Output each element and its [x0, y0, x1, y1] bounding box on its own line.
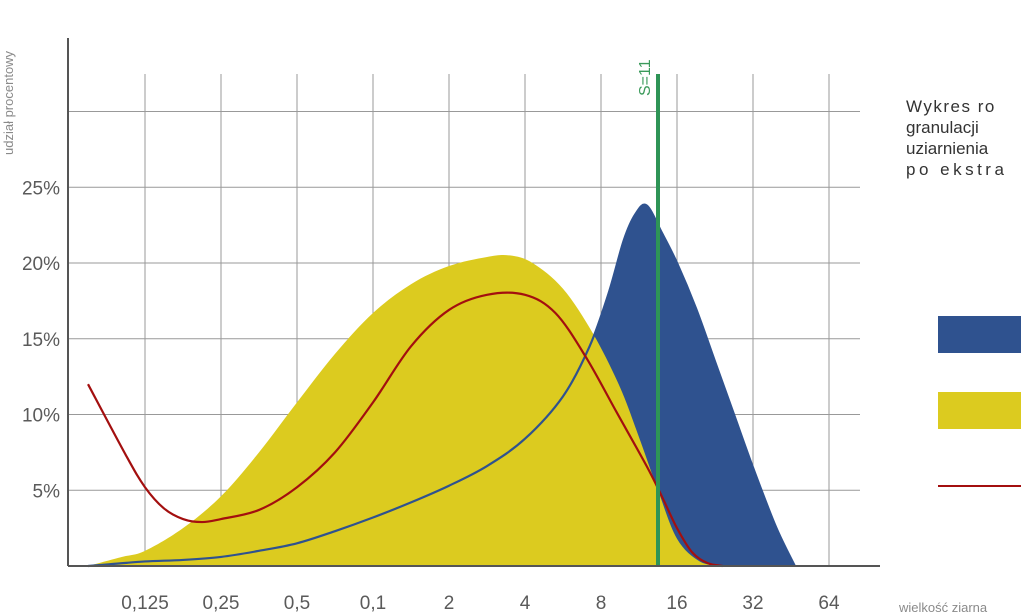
y-axis-title: udział procentowy [1, 50, 16, 155]
y-tick-label: 25% [22, 178, 60, 199]
x-tick-label: 2 [444, 593, 455, 614]
x-tick-label: 16 [666, 593, 687, 614]
description-line-2: granulacji [906, 118, 979, 137]
y-tick-label: 5% [33, 481, 61, 502]
x-tick-label: 0,5 [284, 593, 310, 614]
y-tick-label: 20% [22, 254, 60, 275]
legend-swatch-red-line [938, 485, 1021, 487]
chart-description: Wykres ro granulacji uziarnienia po ekst… [906, 96, 1021, 180]
series-areas [88, 204, 795, 567]
legend-swatch-blue [938, 316, 1021, 353]
x-tick-label: 0,25 [203, 593, 240, 614]
series-line-red [87, 291, 723, 568]
y-tick-label: 15% [22, 330, 60, 351]
x-tick-label: 8 [596, 593, 607, 614]
legend-swatch-yellow [938, 392, 1021, 429]
axes [67, 38, 880, 567]
description-line-1: Wykres ro [906, 97, 996, 116]
marker: S=11 [637, 59, 660, 566]
series-lines [87, 203, 796, 568]
tick-labels: 5% 10% 15% 20% 25% 0,125 0,25 0,5 0,1 2 4 8 16 32 64 [22, 178, 840, 614]
series-line-blue [87, 203, 796, 568]
x-axis-title: wielkość ziarna [898, 600, 988, 615]
x-tick-label: 64 [818, 593, 840, 614]
x-tick-label: 32 [742, 593, 763, 614]
description-line-4: po ekstra [906, 160, 1008, 179]
series-area-yellow [88, 254, 723, 567]
y-tick-label: 10% [22, 406, 60, 427]
description-line-3: uziarnienia [906, 139, 989, 158]
x-tick-label: 0,125 [121, 593, 169, 614]
marker-label: S=11 [637, 59, 654, 96]
x-tick-label: 4 [520, 593, 531, 614]
x-tick-label: 0,1 [360, 593, 386, 614]
